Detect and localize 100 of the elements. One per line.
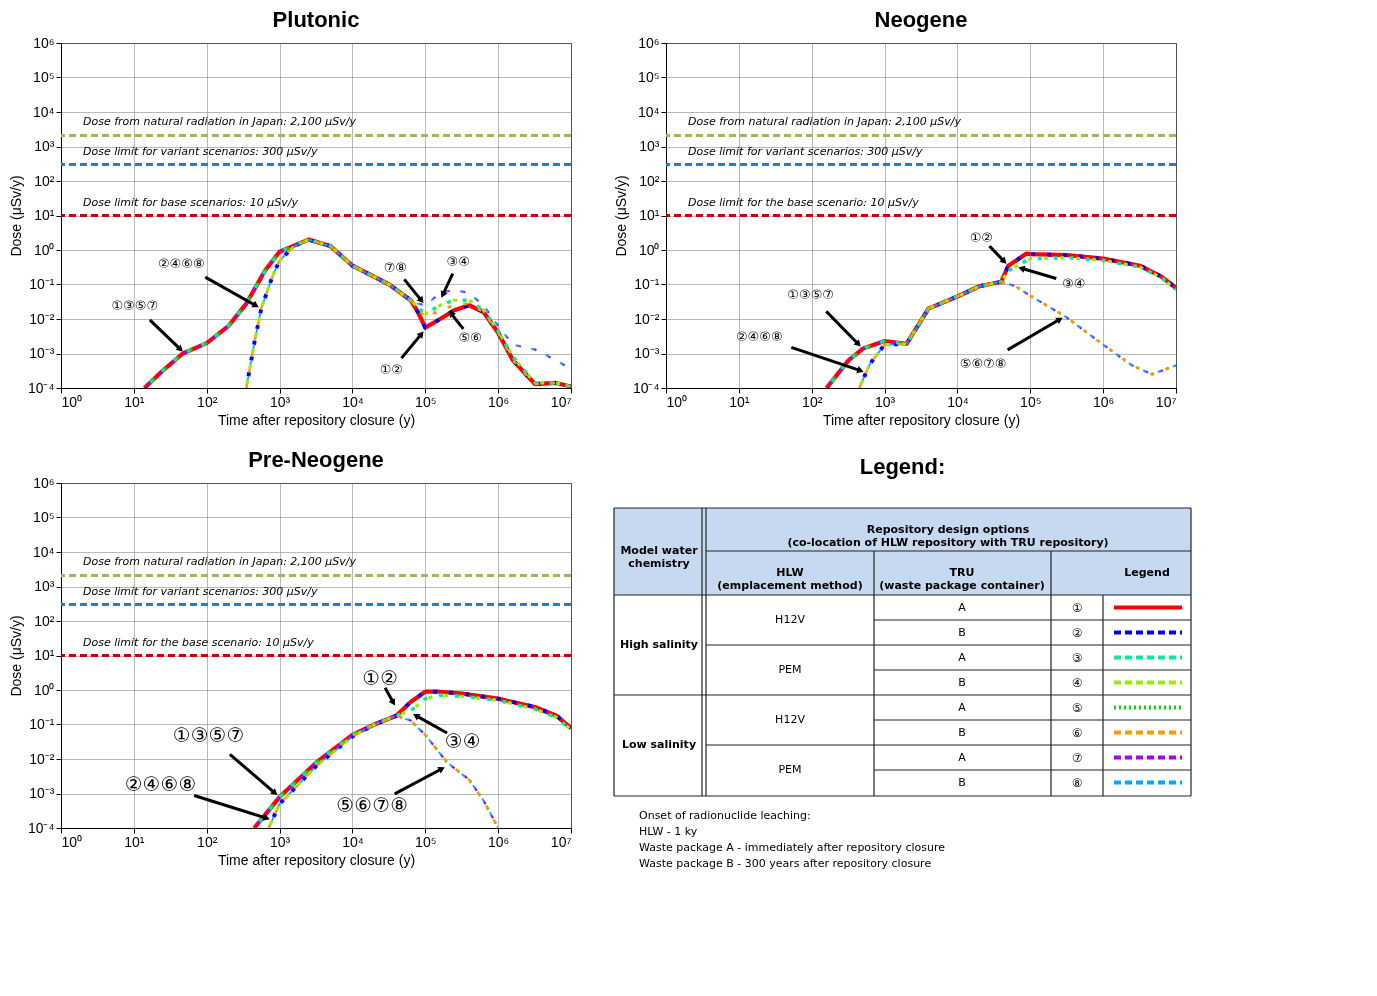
x-tick-label: 10³ (874, 393, 896, 410)
y-tick-label: 10¹ (34, 647, 55, 663)
ref-line-label: Dose limit for base scenarios: 10 μSv/y (83, 195, 299, 209)
y-tick-label: 10³ (639, 138, 660, 154)
x-tick-label: 10⁵ (1020, 393, 1042, 410)
y-axis-title: Dose (μSv/y) (7, 615, 24, 697)
annotation: ①② (379, 362, 403, 378)
ref-line-label: Dose from natural radiation in Japan: 2,100 μSv/y (83, 115, 357, 129)
ref-line-label: Dose limit for the base scenario: 10 μSv/y (688, 195, 920, 209)
annotation: ③④ (444, 728, 481, 753)
text: H12V (775, 713, 806, 726)
y-tick-label: 10⁵ (638, 69, 660, 85)
text: PEM (778, 763, 802, 776)
annotation: ②④⑥⑧ (735, 328, 783, 344)
y-tick-label: 10⁻¹ (634, 276, 660, 292)
annotation: ⑦⑧ (383, 260, 407, 276)
y-tick-label: 10¹ (639, 207, 660, 223)
chart-title: Pre-Neogene (248, 447, 384, 472)
text: B (958, 725, 966, 739)
category-label: ② (1071, 625, 1083, 640)
annotation: ①③⑤⑦ (172, 723, 245, 748)
ref-line-label: Dose limit for the base scenario: 10 μSv/y (83, 635, 315, 649)
annotation: ①② (969, 229, 994, 245)
y-tick-label: 10⁰ (33, 241, 55, 258)
x-tick-label: 10⁶ (1092, 393, 1115, 410)
y-tick-label: 10⁵ (33, 69, 55, 85)
text: A (958, 600, 967, 614)
x-tick-label: 10⁷ (550, 833, 572, 850)
y-tick-label: 10⁻² (29, 310, 55, 327)
y-tick-label: 10² (34, 172, 55, 189)
annotation: ②④⑥⑧ (157, 255, 205, 271)
text: A (958, 750, 967, 764)
x-tick-label: 10⁵ (415, 833, 437, 850)
x-axis-title: Time after repository closure (y) (822, 411, 1021, 428)
y-tick-label: 10⁻⁴ (632, 379, 660, 396)
x-tick-label: 10¹ (124, 833, 145, 850)
x-axis-title: Time after repository closure (y) (217, 851, 416, 868)
annotation: ⑤⑥ (458, 329, 482, 345)
category-label: ⑧ (1071, 775, 1083, 790)
y-tick-label: 10⁵ (33, 509, 55, 525)
x-tick-label: 10⁰ (61, 393, 83, 410)
y-tick-label: 10³ (34, 138, 55, 154)
text: Onset of radionuclide leaching: HLW - 1 ky Waste package A - immediately after repository closure Waste package B - 300 years after repository closure (639, 809, 946, 870)
ref-line-label: Dose limit for variant scenarios: 300 μSv/y (83, 144, 319, 158)
y-tick-label: 10⁻³ (29, 785, 55, 801)
text: B (958, 775, 966, 789)
text: B (958, 675, 966, 689)
annotation: ①③⑤⑦ (787, 287, 834, 303)
y-tick-label: 10⁰ (33, 681, 55, 698)
chart-title: Neogene (874, 7, 968, 32)
text: A (958, 700, 967, 714)
y-tick-label: 10² (34, 612, 55, 629)
text: Model water chemistry (620, 544, 699, 570)
text: H12V (775, 613, 806, 626)
x-tick-label: 10⁶ (487, 393, 510, 410)
y-tick-label: 10⁶ (33, 34, 55, 51)
annotation: ①② (362, 666, 399, 691)
x-tick-label: 10⁰ (61, 833, 83, 850)
x-tick-label: 10⁴ (342, 393, 364, 410)
text: Repository design options (co-location of HLW repository with TRU repository) (787, 523, 1109, 549)
x-axis-title: Time after repository closure (y) (217, 411, 416, 428)
y-tick-label: 10⁰ (638, 241, 660, 258)
y-tick-label: 10⁴ (32, 103, 55, 120)
ref-line-label: Dose limit for variant scenarios: 300 μSv/y (688, 144, 924, 158)
x-tick-label: 10⁷ (1155, 393, 1177, 410)
ref-line-label: Dose limit for variant scenarios: 300 μSv/y (83, 584, 319, 598)
text: Low salinity (621, 738, 697, 751)
y-tick-label: 10³ (34, 578, 55, 594)
text: High salinity (619, 638, 699, 651)
category-label: ① (1071, 600, 1083, 615)
annotation: ⑤⑥⑦⑧ (336, 792, 409, 817)
text: HLW (emplacement method) (717, 566, 863, 592)
y-tick-label: 10¹ (34, 207, 55, 223)
y-axis-title: Dose (μSv/y) (612, 175, 629, 257)
text: PEM (778, 663, 802, 676)
x-tick-label: 10⁴ (342, 833, 364, 850)
y-tick-label: 10⁶ (638, 34, 660, 51)
text: Legend: (859, 454, 946, 479)
annotation: ①③⑤⑦ (111, 297, 159, 313)
ref-line-label: Dose from natural radiation in Japan: 2,100 μSv/y (83, 555, 357, 569)
y-tick-label: 10⁴ (32, 543, 55, 560)
annotation: ③④ (1062, 275, 1086, 291)
category-label: ④ (1071, 675, 1083, 690)
category-label: ⑤ (1071, 700, 1083, 715)
y-tick-label: 10⁻¹ (29, 276, 55, 292)
x-tick-label: 10⁶ (487, 833, 510, 850)
y-tick-label: 10⁻³ (29, 345, 55, 361)
y-tick-label: 10⁻³ (634, 345, 660, 361)
text: Legend (1124, 566, 1170, 579)
annotation: ③④ (446, 254, 470, 270)
category-label: ⑥ (1071, 725, 1083, 740)
x-tick-label: 10³ (269, 393, 291, 410)
x-tick-label: 10¹ (124, 393, 145, 410)
category-label: ⑦ (1071, 750, 1083, 765)
y-axis-title: Dose (μSv/y) (7, 175, 24, 257)
annotation: ②④⑥⑧ (124, 772, 197, 797)
x-tick-label: 10³ (269, 833, 291, 850)
y-tick-label: 10⁻⁴ (27, 379, 55, 396)
x-tick-label: 10⁴ (947, 393, 969, 410)
x-tick-label: 10² (802, 393, 823, 410)
